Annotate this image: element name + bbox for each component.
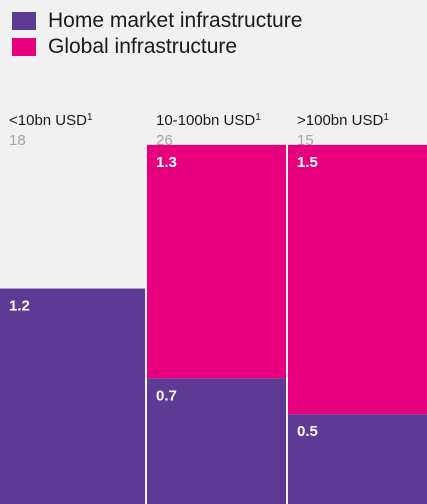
legend-label-global: Global infrastructure [48,35,238,58]
bar-data-label: 0.5 [297,423,318,440]
legend-swatch-global [12,38,36,56]
chart-legend: Home market infrastructure Global infras… [12,8,302,60]
legend-item-global: Global infrastructure [12,34,302,60]
bar-data-label: 0.7 [156,387,177,404]
bar-home-market [288,414,427,504]
legend-label-home-market: Home market infrastructure [48,9,303,32]
category-count: 15 [297,132,314,149]
bar-home-market [0,288,145,504]
bar-data-label: 1.3 [156,154,177,171]
category-label: 10-100bn USD1 [156,112,261,129]
bar-data-label: 1.5 [297,154,318,171]
bar-data-label: 1.2 [9,298,30,315]
legend-item-home-market: Home market infrastructure [12,8,302,34]
bar-global [147,144,286,379]
category-count: 18 [9,132,26,149]
category-label: >100bn USD1 [297,112,389,129]
category-label: <10bn USD1 [9,112,93,129]
bar-home-market [147,378,286,504]
legend-swatch-home-market [12,12,36,30]
bar-global [288,144,427,415]
category-count: 26 [156,132,173,149]
